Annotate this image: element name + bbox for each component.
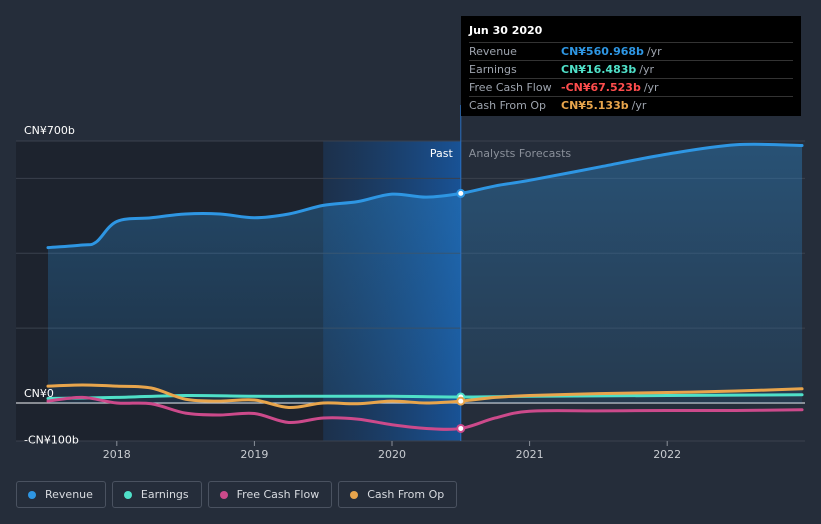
x-tick-label: 2021: [516, 448, 544, 461]
tooltip-label: Earnings: [469, 63, 517, 76]
legend-item-cash-from-op[interactable]: Cash From Op: [338, 481, 458, 508]
tooltip-row-cash-from-op: Cash From Op CN¥5.133b /yr: [469, 96, 793, 114]
legend: Revenue Earnings Free Cash Flow Cash Fro…: [16, 481, 458, 508]
earnings-line: [46, 393, 804, 401]
legend-dot-icon: [350, 490, 359, 499]
tooltip-unit: /yr: [643, 81, 659, 94]
past-label: Past: [430, 147, 454, 160]
revenue-point: [456, 188, 466, 198]
legend-label: Free Cash Flow: [236, 488, 320, 501]
forecast-label: Analysts Forecasts: [469, 147, 572, 160]
free-cash-flow-line: [46, 395, 804, 431]
legend-item-free-cash-flow[interactable]: Free Cash Flow: [207, 481, 333, 508]
legend-dot-icon: [28, 490, 36, 499]
y-tick-label: -CN¥100b: [24, 433, 79, 446]
revenue-area: [48, 144, 803, 403]
tooltip-label: Revenue: [469, 45, 517, 58]
series-lines: [46, 142, 804, 431]
legend-item-revenue[interactable]: Revenue: [16, 481, 106, 508]
legend-dot-icon: [123, 490, 132, 499]
tooltip-date: Jun 30 2020: [469, 24, 543, 37]
x-tick-label: 2019: [240, 448, 268, 461]
y-tick-label: CN¥700b: [24, 124, 75, 137]
legend-dot-icon: [219, 490, 228, 499]
legend-label: Earnings: [140, 488, 189, 501]
tooltip-row-free-cash-flow: Free Cash Flow -CN¥67.523b /yr: [469, 78, 793, 96]
x-tick-label: 2018: [103, 448, 131, 461]
tooltip-unit: /yr: [639, 63, 655, 76]
series-areas: [48, 144, 803, 403]
cash-from-op-point: [456, 396, 466, 406]
tooltip-unit: /yr: [646, 45, 662, 58]
cash-from-op-line: [46, 383, 804, 409]
chart: Past Analysts Forecasts CN¥700b CN¥0 -CN¥1…: [16, 105, 805, 461]
tooltip-value: CN¥560.968b: [561, 45, 644, 58]
revenue-line: [46, 142, 804, 250]
free-cash-flow-point: [456, 423, 466, 433]
legend-label: Cash From Op: [367, 488, 445, 501]
tooltip-row-revenue: Revenue CN¥560.968b /yr: [469, 42, 793, 60]
y-tick-label: CN¥0: [24, 387, 54, 400]
y-tick-labels: CN¥700b CN¥0 -CN¥100b: [24, 124, 79, 446]
tooltip-value: -CN¥67.523b: [561, 81, 641, 94]
tooltip-label: Cash From Op: [469, 99, 547, 112]
tooltip-value: CN¥5.133b: [561, 99, 629, 112]
tooltip-row-earnings: Earnings CN¥16.483b /yr: [469, 60, 793, 78]
tooltip-label: Free Cash Flow: [469, 81, 552, 94]
tooltip-value: CN¥16.483b: [561, 63, 637, 76]
x-tick-labels: 2018 2019 2020 2021 2022: [103, 441, 681, 461]
legend-label: Revenue: [45, 488, 93, 501]
tooltip: Jun 30 2020 Revenue CN¥560.968b /yr Earn…: [461, 16, 801, 116]
x-tick-label: 2022: [653, 448, 681, 461]
legend-item-earnings[interactable]: Earnings: [111, 481, 202, 508]
highlight-points: [456, 188, 466, 433]
tooltip-unit: /yr: [631, 99, 647, 112]
x-tick-label: 2020: [378, 448, 406, 461]
